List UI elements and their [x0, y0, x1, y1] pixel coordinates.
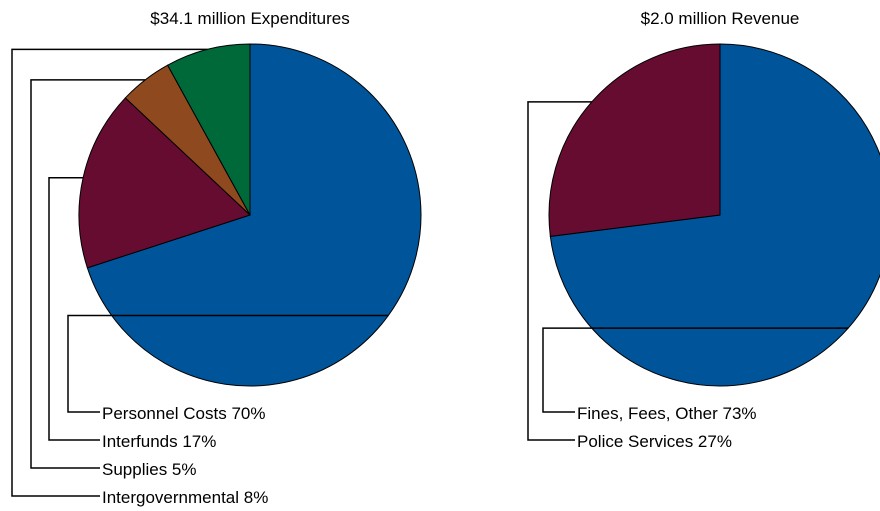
legend-supplies: Supplies 5% [102, 460, 197, 479]
leader-line-personnel-costs [67, 314, 389, 413]
leader-line-supplies [30, 79, 146, 469]
leader-line-intergovernmental [11, 48, 208, 497]
revenue-leader-lines [527, 101, 849, 441]
legend-police-services: Police Services 27% [577, 432, 732, 451]
pie-slice-interfunds [78, 97, 251, 269]
revenue-slices [548, 43, 880, 387]
revenue-chart: $2.0 million Revenue Fines, Fees, Other … [527, 9, 880, 451]
expenditures-leader-lines [11, 48, 389, 497]
legend-fines-fees-other: Fines, Fees, Other 73% [577, 404, 757, 423]
pie-slice-police-services [548, 43, 721, 237]
pie-slice-personnel-costs [86, 43, 422, 387]
legend-intergovernmental: Intergovernmental 8% [102, 488, 268, 507]
leader-line-police-services [527, 101, 592, 441]
leader-line-fines-fees-other [542, 327, 849, 413]
expenditures-chart: $34.1 million Expenditures Personnel Cos… [11, 9, 422, 507]
expenditures-title: $34.1 million Expenditures [150, 9, 349, 28]
expenditures-slices [78, 43, 422, 387]
legend-interfunds: Interfunds 17% [102, 432, 216, 451]
legend-personnel-costs: Personnel Costs 70% [102, 404, 265, 423]
leader-line-interfunds [48, 176, 100, 441]
revenue-title: $2.0 million Revenue [641, 9, 800, 28]
